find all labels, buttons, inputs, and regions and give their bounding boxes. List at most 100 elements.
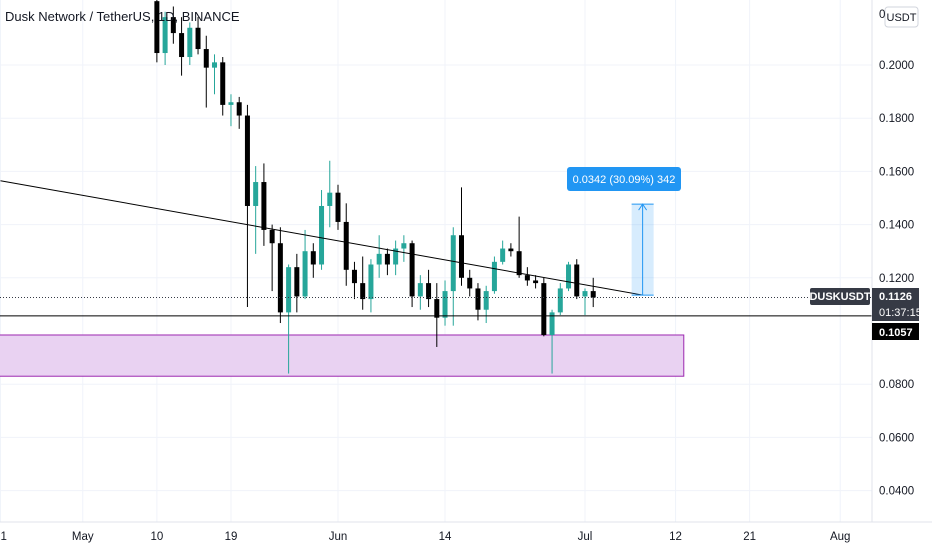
candle xyxy=(360,256,366,310)
candle-body xyxy=(236,102,242,116)
candle-body xyxy=(491,261,497,292)
candle-body xyxy=(417,283,423,297)
candle-body xyxy=(500,248,506,262)
candle-body xyxy=(533,280,539,284)
candle-body xyxy=(179,33,185,58)
candle-body xyxy=(277,243,283,313)
candles xyxy=(154,0,596,374)
candle xyxy=(450,227,456,326)
candle-body xyxy=(220,62,226,105)
candle-body xyxy=(203,49,209,68)
drawings xyxy=(0,180,872,317)
candle-body xyxy=(458,235,464,278)
candle xyxy=(557,283,563,316)
support-price-tag: 0.1057 xyxy=(872,323,919,340)
candle xyxy=(327,160,333,228)
demand-zone[interactable] xyxy=(0,334,685,377)
candle xyxy=(442,280,448,326)
price-tick-label: 0.2000 xyxy=(879,60,914,72)
candle xyxy=(343,203,349,286)
candle xyxy=(417,275,423,310)
candle-body xyxy=(368,264,374,300)
candle xyxy=(228,94,234,127)
time-tick-label: 19 xyxy=(225,531,238,543)
candle xyxy=(236,96,242,129)
candle-body xyxy=(351,269,357,284)
price-tick-label: 0.0800 xyxy=(879,379,914,391)
candle xyxy=(195,17,201,55)
candle xyxy=(590,277,596,308)
candle-body xyxy=(212,62,218,68)
symbol-tag-label: DUSKUSDT xyxy=(809,291,870,303)
countdown-label: 01:37:15 xyxy=(879,307,922,319)
candle-body xyxy=(228,102,234,105)
chart-title: Dusk Network / TetherUS, 1D, BINANCE xyxy=(5,9,240,24)
candle xyxy=(212,54,218,95)
candle-body xyxy=(541,283,547,335)
measure-label: 0.0342 (30.09%) 342 xyxy=(573,174,676,186)
candle-body xyxy=(319,205,325,265)
candle-body xyxy=(343,221,349,270)
price-axis[interactable]: 0.2000 0.1800 0.1600 0.1400 0.1200 0.0800 0.06… xyxy=(879,60,914,498)
candle-body xyxy=(187,27,193,58)
candle xyxy=(541,277,547,337)
candle xyxy=(376,235,382,278)
candle xyxy=(549,309,555,374)
candle xyxy=(244,104,250,308)
candle-body xyxy=(327,192,333,206)
candle-body xyxy=(574,264,580,297)
candle-body xyxy=(244,115,250,206)
candle-body xyxy=(450,235,456,292)
candle xyxy=(187,22,193,65)
currency-label: USDT xyxy=(887,12,917,24)
candle xyxy=(170,6,176,44)
candle-body xyxy=(335,192,341,222)
candle xyxy=(162,11,168,65)
candle-body xyxy=(557,288,563,313)
candle xyxy=(491,256,497,294)
time-tick-label: Jul xyxy=(578,531,593,543)
candle xyxy=(467,269,473,297)
time-axis[interactable]: 21 May 10 19 Jun 14 Jul 12 21 Aug xyxy=(0,531,850,543)
candle-body xyxy=(302,251,308,297)
candle-body xyxy=(170,17,176,34)
time-tick-label: 10 xyxy=(150,531,163,543)
candle-body xyxy=(566,264,572,289)
candle-body xyxy=(467,277,473,289)
candle xyxy=(483,285,489,324)
candle-body xyxy=(195,27,201,50)
time-tick-label: 21 xyxy=(743,531,756,543)
candle xyxy=(351,261,357,300)
candle-body xyxy=(409,243,415,297)
candle-body xyxy=(294,267,300,297)
candle-body xyxy=(483,291,489,310)
candle-body xyxy=(582,291,588,297)
candle xyxy=(426,269,432,308)
candle xyxy=(434,283,440,347)
price-tick-label: 0.1800 xyxy=(879,113,914,125)
candle xyxy=(574,259,580,300)
price-tick-label: 0.0600 xyxy=(879,432,914,444)
candle xyxy=(294,253,300,313)
currency-button[interactable]: USDT xyxy=(884,6,919,28)
candle xyxy=(179,17,185,76)
candle-body xyxy=(475,288,481,310)
time-tick-label: 21 xyxy=(0,531,7,543)
price-range-measure[interactable] xyxy=(631,203,654,296)
candle xyxy=(335,184,341,230)
candle xyxy=(253,166,259,254)
candle-body xyxy=(310,251,316,265)
candle xyxy=(516,216,522,278)
price-tick-label: 0.1600 xyxy=(879,166,914,178)
last-price-label: 0.1126 xyxy=(879,291,912,303)
descending-trendline[interactable] xyxy=(0,180,643,296)
candle xyxy=(524,267,530,286)
candle-body xyxy=(253,182,259,206)
candle xyxy=(384,248,390,276)
candle xyxy=(393,240,399,276)
candle xyxy=(500,240,506,265)
candle xyxy=(310,243,316,278)
candle xyxy=(582,288,588,316)
candle-body xyxy=(162,17,168,54)
